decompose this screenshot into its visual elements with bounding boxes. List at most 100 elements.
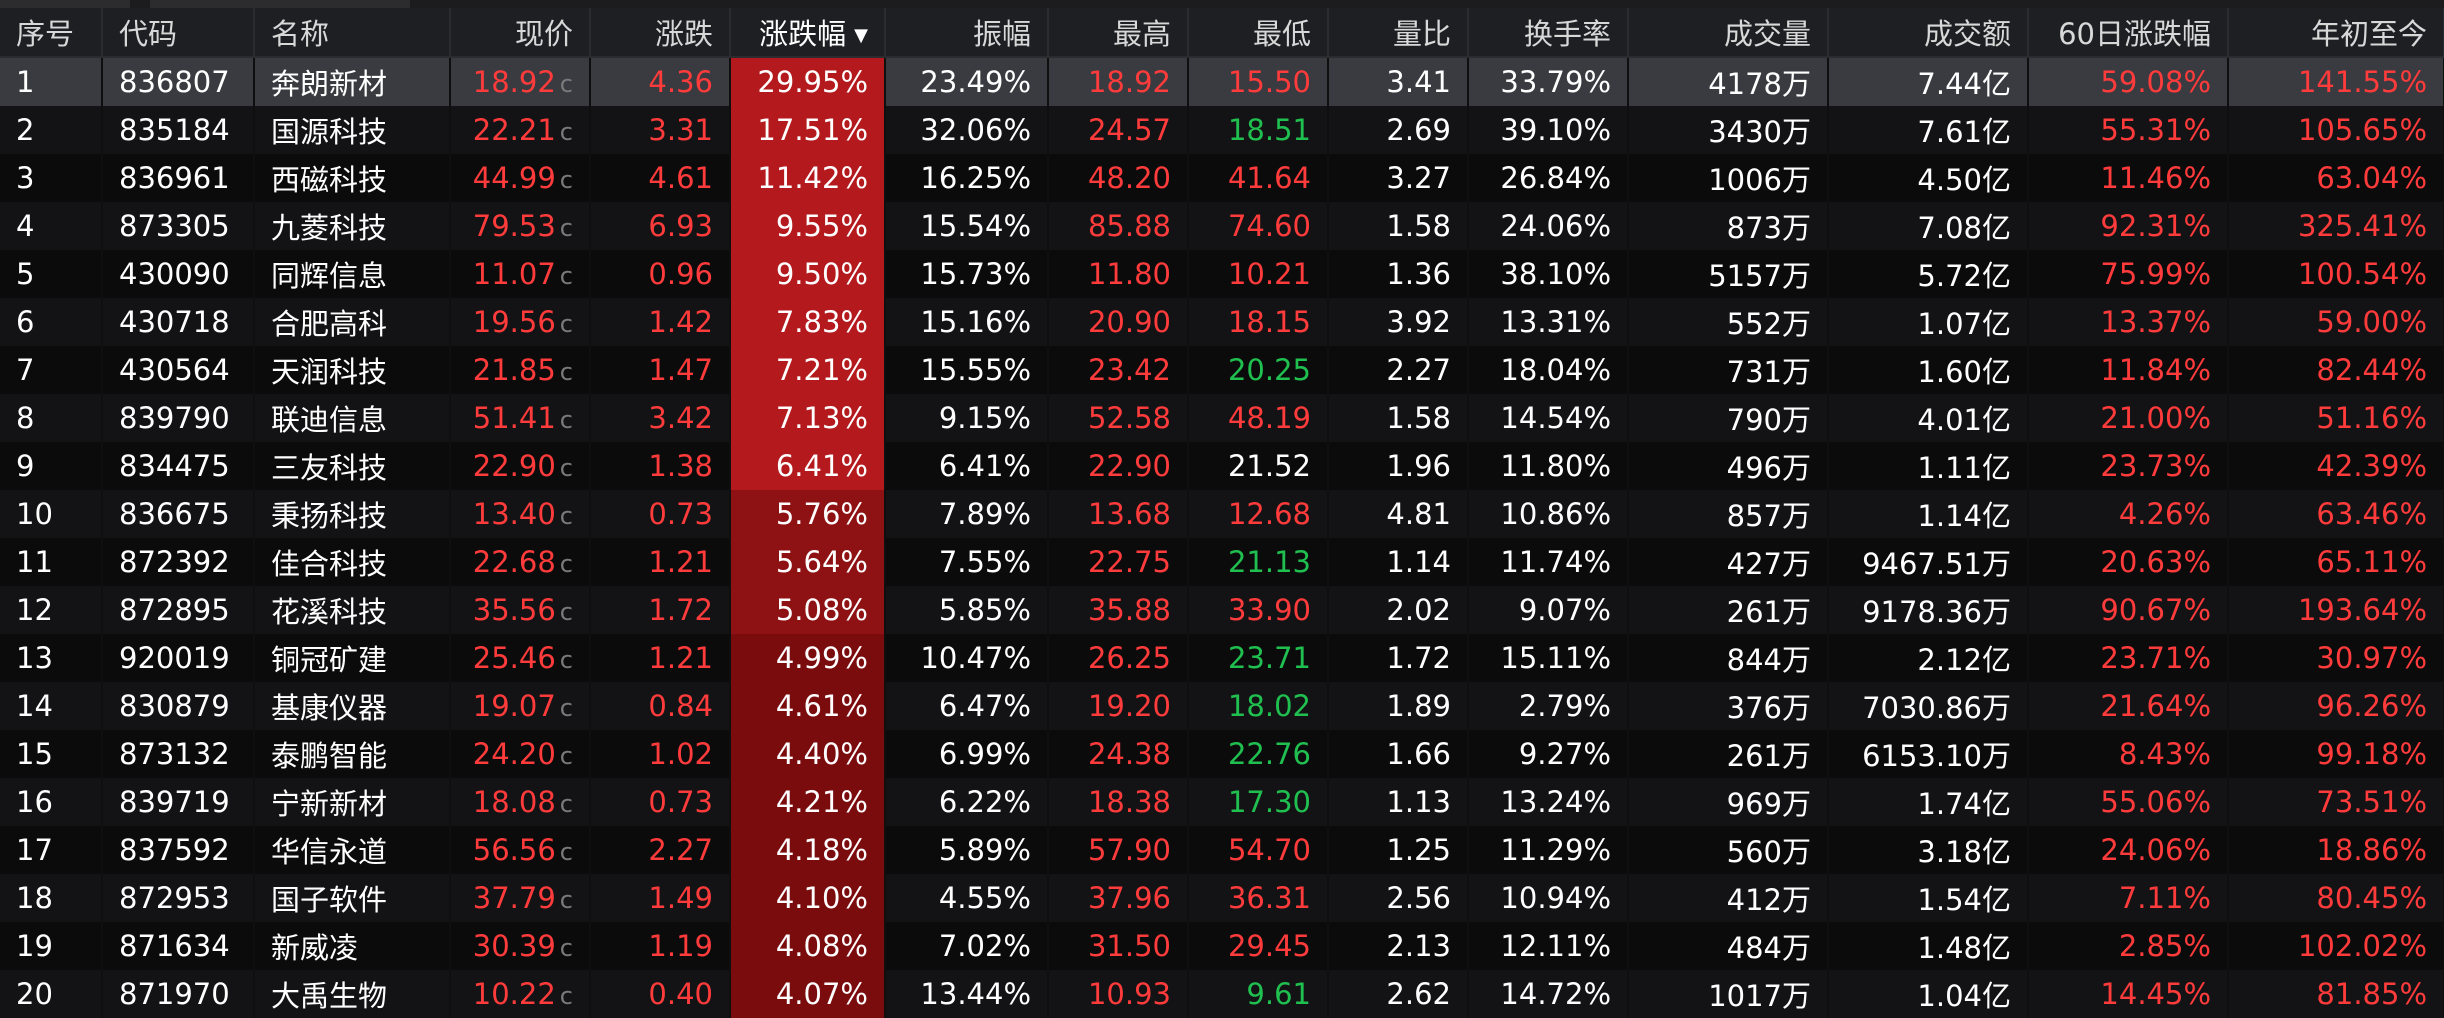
cell-amount: 1.60亿 [1828,346,2029,394]
cell-change-pct: 4.18% [730,826,886,874]
cell-ytd: 325.41% [2228,202,2444,250]
cell-turnover-rate: 12.11% [1468,922,1629,970]
table-row[interactable]: 3 836961 西磁科技 44.99 c 4.61 11.42% 16.25% 48.20 41… [0,154,2444,202]
cell-turnover-rate: 26.84% [1468,154,1629,202]
table-row[interactable]: 11 872392 佳合科技 22.68 c 1.21 5.64% 7.55% 22.75 21.… [0,538,2444,586]
table-row[interactable]: 10 836675 秉扬科技 13.40 c 0.73 5.76% 7.89% 13.68 12.… [0,490,2444,538]
table-row[interactable]: 17 837592 华信永道 56.56 c 2.27 4.18% 5.89% 57.90 54.… [0,826,2444,874]
cell-turnover-rate: 11.80% [1468,442,1629,490]
col-header-amplitude[interactable]: 振幅 [885,8,1049,58]
table-row[interactable]: 15 873132 泰鹏智能 24.20 c 1.02 4.40% 6.99% 24.38 22.… [0,730,2444,778]
table-row[interactable]: 9 834475 三友科技 22.90 c 1.38 6.41% 6.41% 22.90 21.5… [0,442,2444,490]
cell-60d-change: 21.00% [2028,394,2229,442]
cell-change: 0.96 [590,250,731,298]
top-tab[interactable] [150,0,410,8]
col-header-code[interactable]: 代码 [102,8,255,58]
cell-price: 37.79 c [450,874,591,922]
cell-60d-change: 55.06% [2028,778,2229,826]
cell-change: 0.40 [590,970,731,1018]
table-row[interactable]: 5 430090 同辉信息 11.07 c 0.96 9.50% 15.73% 11.80 10.… [0,250,2444,298]
cell-high: 22.75 [1048,538,1189,586]
cell-price-value: 10.22 [472,977,556,1011]
cell-price: 22.90 c [450,442,591,490]
cell-60d-change: 23.73% [2028,442,2229,490]
cell-price-value: 13.40 [472,497,556,531]
table-row[interactable]: 12 872895 花溪科技 35.56 c 1.72 5.08% 5.85% 35.88 33.… [0,586,2444,634]
cell-volume-ratio: 1.13 [1328,778,1469,826]
table-row[interactable]: 2 835184 国源科技 22.21 c 3.31 17.51% 32.06% 24.57 18… [0,106,2444,154]
cell-volume: 790万 [1628,394,1829,442]
top-tab[interactable] [0,0,130,8]
col-header-change-pct[interactable]: 涨跌幅 ▼ [730,8,886,58]
cell-price-value: 18.08 [472,785,556,819]
col-header-amount[interactable]: 成交额 [1828,8,2029,58]
table-row[interactable]: 1 836807 奔朗新材 18.92 c 4.36 29.95% 23.49% 18.92 15… [0,57,2444,106]
col-header-ytd[interactable]: 年初至今 [2228,8,2444,58]
table-row[interactable]: 18 872953 国子软件 37.79 c 1.49 4.10% 4.55% 37.96 36.… [0,874,2444,922]
cell-change-pct: 4.40% [730,730,886,778]
cell-volume-ratio: 1.14 [1328,538,1469,586]
cell-volume-ratio: 2.13 [1328,922,1469,970]
cell-code: 873132 [102,730,255,778]
cell-high: 35.88 [1048,586,1189,634]
col-header-turnover-rate[interactable]: 换手率 [1468,8,1629,58]
table-row[interactable]: 8 839790 联迪信息 51.41 c 3.42 7.13% 9.15% 52.58 48.1… [0,394,2444,442]
price-suffix-mark: c [559,646,573,674]
cell-volume-ratio: 2.02 [1328,586,1469,634]
cell-price: 10.22 c [450,970,591,1018]
cell-ytd: 73.51% [2228,778,2444,826]
price-suffix-mark: c [559,886,573,914]
cell-ytd: 18.86% [2228,826,2444,874]
table-row[interactable]: 19 871634 新威凌 30.39 c 1.19 4.08% 7.02% 31.50 29.4… [0,922,2444,970]
cell-name: 联迪信息 [254,394,451,442]
cell-change-pct: 5.64% [730,538,886,586]
cell-price-value: 18.92 [472,65,556,99]
col-header-60d-change[interactable]: 60日涨跌幅 [2028,8,2229,58]
table-row[interactable]: 20 871970 大禹生物 10.22 c 0.40 4.07% 13.44% 10.93 9.… [0,970,2444,1018]
col-header-volume[interactable]: 成交量 [1628,8,1829,58]
col-header-name[interactable]: 名称 [254,8,451,58]
table-row[interactable]: 4 873305 九菱科技 79.53 c 6.93 9.55% 15.54% 85.88 74.… [0,202,2444,250]
cell-60d-change: 11.84% [2028,346,2229,394]
cell-seq: 17 [0,826,103,874]
cell-name: 宁新新材 [254,778,451,826]
price-suffix-mark: c [559,262,573,290]
cell-change: 3.31 [590,106,731,154]
col-header-volume-ratio[interactable]: 量比 [1328,8,1469,58]
cell-change: 1.42 [590,298,731,346]
cell-change: 6.93 [590,202,731,250]
col-header-price[interactable]: 现价 [450,8,591,58]
cell-change: 0.73 [590,490,731,538]
cell-amount: 7.44亿 [1828,57,2029,106]
cell-volume: 496万 [1628,442,1829,490]
cell-low: 15.50 [1188,57,1329,106]
col-header-change[interactable]: 涨跌 [590,8,731,58]
cell-amplitude: 4.55% [885,874,1049,922]
cell-code: 920019 [102,634,255,682]
cell-change-pct: 6.41% [730,442,886,490]
cell-high: 24.38 [1048,730,1189,778]
table-row[interactable]: 7 430564 天润科技 21.85 c 1.47 7.21% 15.55% 23.42 20.… [0,346,2444,394]
col-header-high[interactable]: 最高 [1048,8,1189,58]
cell-amplitude: 32.06% [885,106,1049,154]
cell-change: 1.47 [590,346,731,394]
cell-60d-change: 2.85% [2028,922,2229,970]
table-row[interactable]: 14 830879 基康仪器 19.07 c 0.84 4.61% 6.47% 19.20 18.… [0,682,2444,730]
cell-amount: 2.12亿 [1828,634,2029,682]
cell-high: 13.68 [1048,490,1189,538]
table-row[interactable]: 13 920019 铜冠矿建 25.46 c 1.21 4.99% 10.47% 26.25 23… [0,634,2444,682]
cell-high: 20.90 [1048,298,1189,346]
col-header-low[interactable]: 最低 [1188,8,1329,58]
cell-seq: 10 [0,490,103,538]
cell-ytd: 100.54% [2228,250,2444,298]
cell-ytd: 63.04% [2228,154,2444,202]
cell-seq: 1 [0,57,103,106]
cell-price: 56.56 c [450,826,591,874]
cell-change: 4.36 [590,57,731,106]
table-row[interactable]: 6 430718 合肥高科 19.56 c 1.42 7.83% 15.16% 20.90 18.… [0,298,2444,346]
cell-price: 30.39 c [450,922,591,970]
cell-volume: 412万 [1628,874,1829,922]
cell-name: 花溪科技 [254,586,451,634]
col-header-seq[interactable]: 序号 [0,8,103,58]
table-row[interactable]: 16 839719 宁新新材 18.08 c 0.73 4.21% 6.22% 18.38 17.… [0,778,2444,826]
